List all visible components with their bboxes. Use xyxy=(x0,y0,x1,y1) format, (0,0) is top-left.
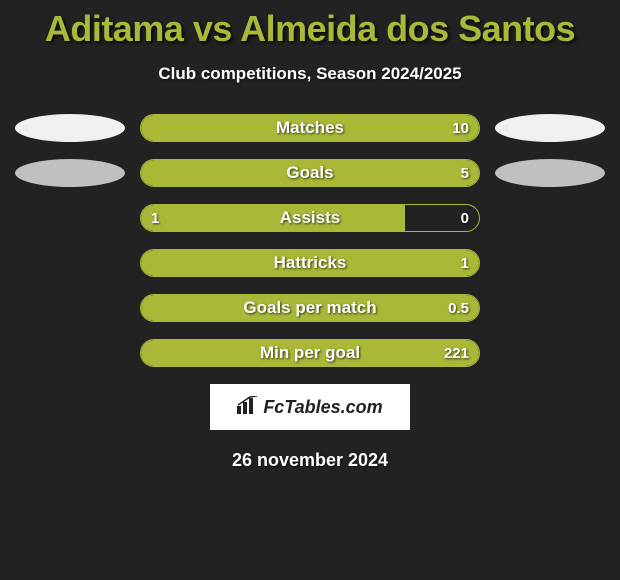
stat-bar: 0.5Goals per match xyxy=(140,294,480,322)
stat-label: Goals per match xyxy=(141,295,479,321)
stat-bar: 1Hattricks xyxy=(140,249,480,277)
source-logo: FcTables.com xyxy=(210,384,410,430)
player-right-marker xyxy=(495,114,605,142)
stat-label: Assists xyxy=(141,205,479,231)
stat-row: 1Hattricks xyxy=(0,249,620,277)
logo-chart-icon xyxy=(237,396,259,419)
stat-bar: 5Goals xyxy=(140,159,480,187)
stat-row: 5Goals xyxy=(0,159,620,187)
player-left-marker xyxy=(15,114,125,142)
stat-bar: 10Assists xyxy=(140,204,480,232)
comparison-subtitle: Club competitions, Season 2024/2025 xyxy=(0,64,620,84)
comparison-chart: 10Matches 5Goals 10Assists 1Hattricks 0.5Goa… xyxy=(0,114,620,367)
stat-row: 10Matches xyxy=(0,114,620,142)
stat-label: Hattricks xyxy=(141,250,479,276)
stat-label: Goals xyxy=(141,160,479,186)
stat-bar: 10Matches xyxy=(140,114,480,142)
comparison-title: Aditama vs Almeida dos Santos xyxy=(0,0,620,50)
footer-date: 26 november 2024 xyxy=(0,450,620,471)
logo-text: FcTables.com xyxy=(263,397,382,418)
stat-label: Matches xyxy=(141,115,479,141)
stat-bar: 221Min per goal xyxy=(140,339,480,367)
stat-row: 221Min per goal xyxy=(0,339,620,367)
player-right-marker xyxy=(495,159,605,187)
player-left-marker xyxy=(15,159,125,187)
stat-row: 10Assists xyxy=(0,204,620,232)
stat-label: Min per goal xyxy=(141,340,479,366)
stat-row: 0.5Goals per match xyxy=(0,294,620,322)
